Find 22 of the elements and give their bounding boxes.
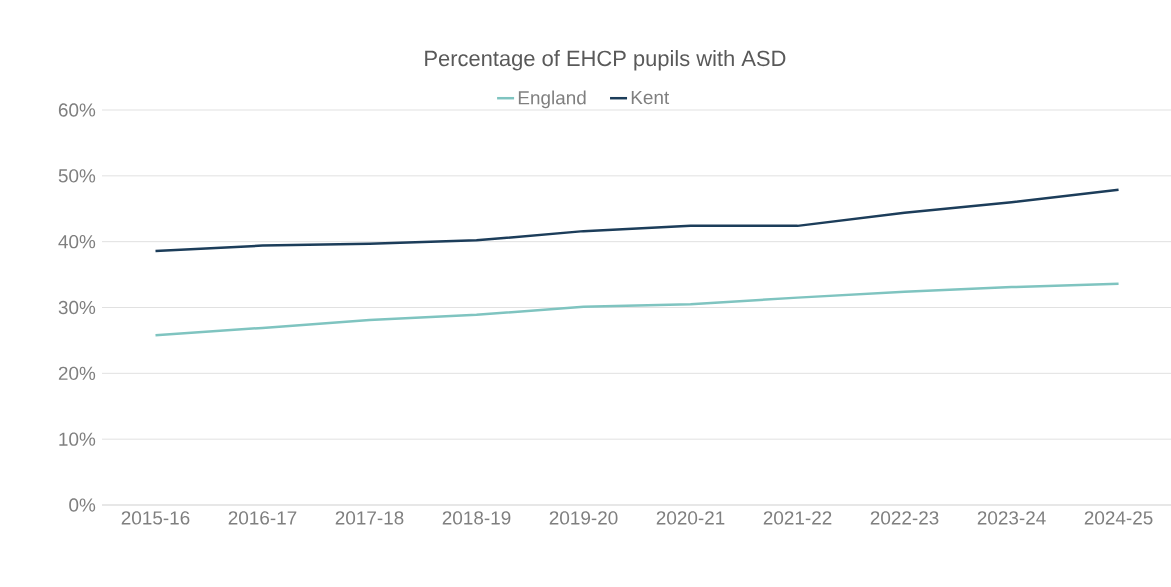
line-series — [154, 282, 1120, 337]
x-tick-label: 2022-23 — [870, 511, 939, 525]
y-tick-label: 60% — [58, 103, 96, 117]
x-tick-label: 2017-18 — [335, 511, 404, 525]
legend-label: England — [518, 90, 586, 109]
y-tick-label: 40% — [58, 234, 96, 249]
x-tick-label: 2024-25 — [1084, 511, 1153, 525]
legend-label: Kent — [631, 90, 670, 105]
x-tick-label: 2016-17 — [228, 511, 297, 525]
x-tick-label: 2021-22 — [763, 511, 832, 525]
x-tick-label: 2019-20 — [549, 511, 618, 525]
y-tick-label: 20% — [58, 366, 96, 381]
line-series — [154, 188, 1120, 253]
y-tick-label: 50% — [58, 169, 96, 183]
x-tick-label: 2018-19 — [442, 511, 511, 525]
x-tick-label: 2020-21 — [656, 511, 725, 525]
chart-title: Percentage of EHCP pupils with ASD — [425, 50, 786, 71]
x-tick-label: 2015-16 — [121, 511, 190, 525]
y-tick-label: 30% — [58, 300, 96, 315]
x-tick-label: 2023-24 — [977, 511, 1046, 525]
y-tick-label: 10% — [59, 432, 96, 446]
y-tick-label: 0% — [69, 498, 96, 512]
